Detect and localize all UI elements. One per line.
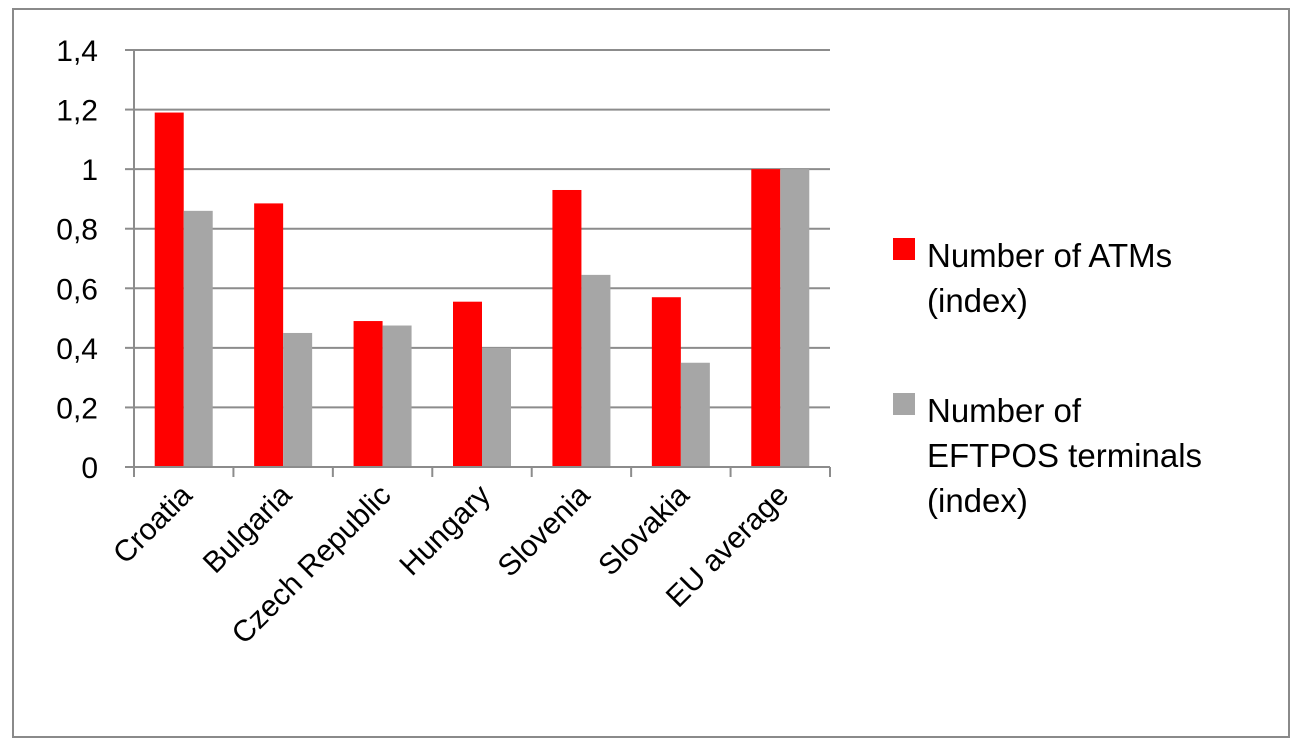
y-tick-label: 0,6 [56, 273, 98, 306]
bar-atms-czech-republic [353, 321, 383, 467]
legend: Number of ATMs (index) Number of EFTPOS ter… [893, 237, 1202, 519]
bars [154, 112, 810, 468]
legend-label-atms: (index) [927, 282, 1028, 319]
y-tick-label: 1 [81, 154, 98, 187]
x-tick-label: Slovakia [592, 478, 696, 582]
gridlines [134, 49, 830, 409]
bar-eftpos-czech-republic [382, 325, 412, 467]
bar-atms-slovakia [651, 297, 681, 467]
legend-label-eftpos: EFTPOS terminals [927, 437, 1202, 474]
y-tick-label: 0,8 [56, 214, 98, 247]
x-tick-label: Hungary [393, 479, 497, 583]
axes [125, 49, 831, 477]
legend-label-eftpos: (index) [927, 482, 1028, 519]
bar-atms-slovenia [552, 189, 582, 467]
legend-label-eftpos: Number of [927, 392, 1082, 429]
legend-label-atms: Number of ATMs [927, 237, 1172, 274]
bar-eftpos-bulgaria [283, 332, 313, 467]
bar-eftpos-croatia [183, 210, 213, 468]
bar-eftpos-eu-average [780, 169, 810, 467]
legend-swatch-eftpos [893, 393, 915, 415]
y-tick-label: 0,2 [56, 392, 98, 425]
bar-eftpos-slovenia [581, 274, 611, 467]
y-tick-label: 1,2 [56, 95, 98, 128]
bar-eftpos-slovakia [680, 362, 710, 467]
x-tick-label: Croatia [107, 478, 199, 570]
bar-atms-eu-average [751, 169, 781, 467]
y-tick-label: 0,4 [56, 333, 98, 366]
bar-atms-croatia [154, 112, 184, 468]
chart-frame [12, 8, 1290, 738]
y-tick-label: 0 [81, 452, 98, 485]
x-tick-label: Bulgaria [197, 478, 298, 579]
bar-atms-bulgaria [254, 203, 284, 467]
bar-eftpos-hungary [482, 347, 511, 467]
y-tick-labels: 0 0,2 0,4 0,6 0,8 1 1,2 1,4 [56, 35, 98, 485]
y-tick-label: 1,4 [56, 35, 98, 68]
bar-atms-hungary [453, 301, 482, 467]
x-tick-label: Slovenia [492, 478, 597, 583]
legend-swatch-atms [893, 238, 915, 260]
